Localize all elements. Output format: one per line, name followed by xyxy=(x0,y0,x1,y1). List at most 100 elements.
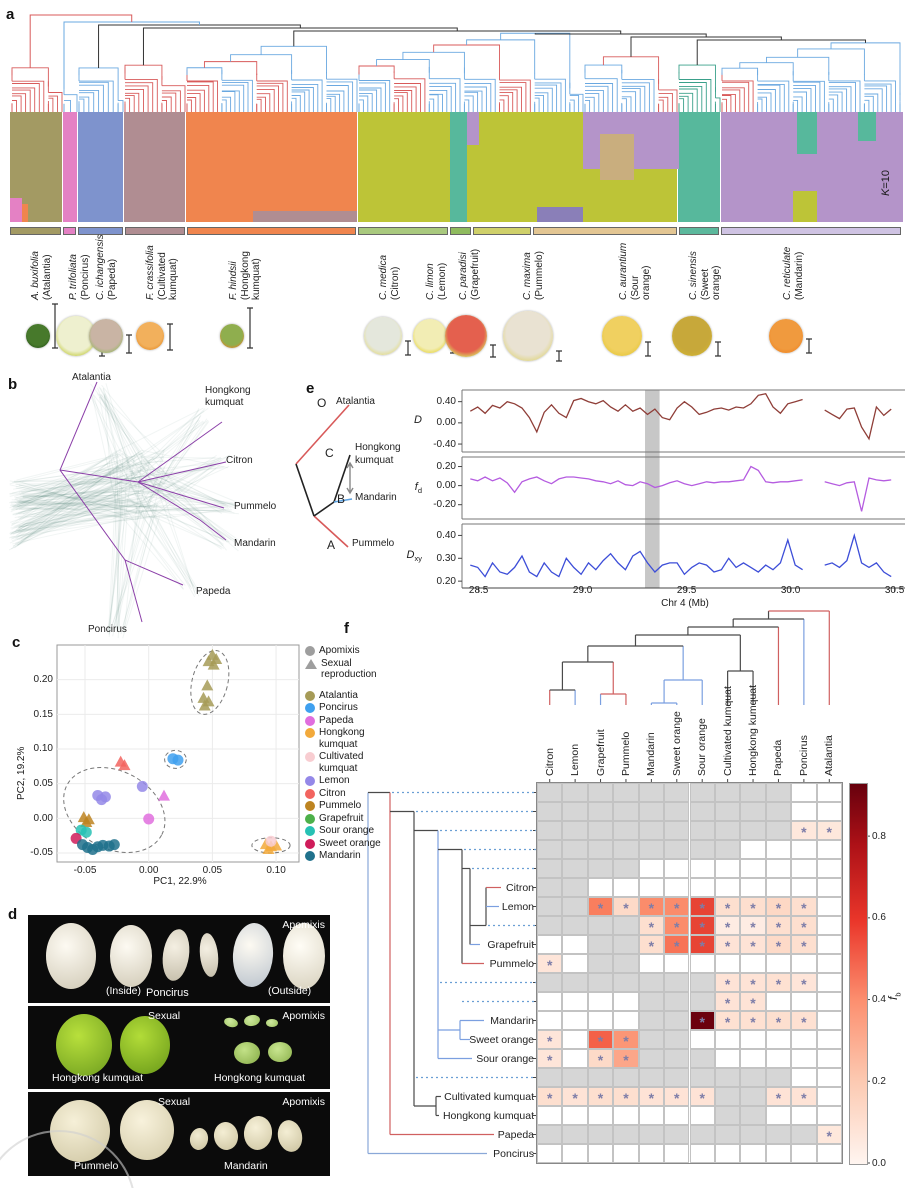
heatmap-cell xyxy=(613,1030,639,1049)
heatmap-cell xyxy=(587,992,614,1011)
tree-a-comb xyxy=(429,82,457,112)
group-strip-segment xyxy=(187,227,356,235)
heatmap-row-label: Mandarin xyxy=(490,1014,534,1027)
admixture-patch xyxy=(450,112,467,222)
densitree-cloud-line xyxy=(14,452,143,634)
tree-a-join xyxy=(797,48,865,75)
densitree-cloud-line xyxy=(13,410,205,490)
clade-taxon-label: Atalantia xyxy=(336,396,375,407)
tree-a-comb xyxy=(464,90,483,112)
heatmap-cell xyxy=(740,1144,766,1163)
legend-species-swatch xyxy=(305,788,315,799)
fruit-scale-bar xyxy=(556,350,562,362)
strip-name-label: Hongkong kumquat xyxy=(52,1072,144,1084)
legend-species-swatch xyxy=(305,851,315,861)
densitree-cloud-line xyxy=(10,393,137,513)
heatmap-cell xyxy=(664,992,690,1011)
heatmap-cell xyxy=(816,916,842,935)
heatmap-cell xyxy=(791,973,817,992)
tree-a-comb xyxy=(464,82,492,112)
legend-triangle-marker xyxy=(305,658,317,669)
heatmap-cell xyxy=(664,1049,690,1068)
fb-italic: f xyxy=(886,996,900,1000)
species-sci-name: F. crassifolia xyxy=(145,245,156,300)
heatmap-row-label: Papeda xyxy=(497,1128,534,1141)
legend-species-item: Hongkong kumquat xyxy=(305,727,395,750)
admixture-block xyxy=(63,112,77,222)
heatmap-cell xyxy=(638,1106,665,1125)
pca-frame xyxy=(56,644,300,863)
stat-sub: d xyxy=(417,486,422,496)
group-strip-segment xyxy=(450,227,471,235)
tree-a-comb xyxy=(326,78,358,112)
tree-a-comb xyxy=(757,84,781,112)
species-label: C. limon (Lemon) xyxy=(425,263,448,300)
tree-a-comb xyxy=(359,89,378,112)
densitree-cloud-line xyxy=(16,463,200,597)
heatmap-cell xyxy=(537,783,563,802)
group-strip-segment xyxy=(533,227,677,235)
tree-a-comb xyxy=(499,89,518,112)
heatmap-cell xyxy=(587,1049,614,1068)
scan-frame xyxy=(461,456,905,520)
heatmap-cell xyxy=(791,802,817,821)
pca-cluster-ellipse xyxy=(164,749,187,769)
tree-a-comb xyxy=(326,98,332,112)
heatmap-cell xyxy=(816,859,842,878)
heatmap-cell xyxy=(587,821,614,840)
heatmap-cell xyxy=(537,935,563,954)
tree-a-comb xyxy=(757,89,776,112)
densitree-cloud-line xyxy=(9,504,237,534)
tree-a-comb xyxy=(187,84,210,112)
pca-ytick-label: 0.20 xyxy=(33,674,53,686)
admixture-plot xyxy=(0,112,913,222)
tree-a-comb xyxy=(64,94,78,112)
species-label: C. medica (Citron) xyxy=(378,255,401,300)
scan-frame xyxy=(461,389,905,453)
tree-a-comb xyxy=(722,81,750,112)
heatmap-cell xyxy=(714,1087,741,1106)
densitree-cloud-line xyxy=(17,387,146,533)
heatmap-row-label: Sweet orange xyxy=(469,1033,534,1046)
densitree-cloud-line xyxy=(14,477,237,506)
densitree-taxon-label: kumquat xyxy=(205,397,244,408)
scan-ytick-label: 0.20 xyxy=(436,575,456,587)
heatmap-cell xyxy=(791,916,817,935)
group-strip-segment xyxy=(679,227,719,235)
densitree-cloud-line xyxy=(18,388,118,528)
heatmap-cell xyxy=(587,859,614,878)
densitree-cloud-line xyxy=(10,415,201,534)
heatmap-cell xyxy=(714,1068,741,1087)
tree-a-join xyxy=(124,64,163,80)
tree-a-comb xyxy=(12,93,27,112)
tree-a-comb xyxy=(326,90,345,112)
heatmap-cell xyxy=(791,1011,817,1030)
tree-a-comb xyxy=(585,78,618,112)
densitree-cloud-line xyxy=(17,505,224,518)
pca-ytick-label: 0.00 xyxy=(33,812,53,824)
scan-ytick-label: 0.00 xyxy=(436,417,456,429)
fruit-image xyxy=(672,316,712,356)
tree-a-comb xyxy=(187,97,197,112)
tree-a-comb xyxy=(864,85,888,112)
heatmap-cell xyxy=(740,954,766,973)
densitree-cloud-line xyxy=(18,476,224,545)
densitree-cloud-line xyxy=(22,465,223,515)
clade-tree-pummelo-edge xyxy=(313,515,349,548)
densitree-cloud-line xyxy=(9,383,146,495)
tree-a-comb xyxy=(48,92,63,112)
tree-a-comb xyxy=(125,95,135,112)
heatmap-cell xyxy=(689,1030,715,1049)
densitree-cloud-line xyxy=(10,509,224,529)
tree-a-comb xyxy=(429,89,448,112)
tree-a-comb xyxy=(757,83,785,112)
heatmap-cell xyxy=(638,1125,665,1144)
tree-a-comb xyxy=(679,82,707,112)
densitree-cloud-line xyxy=(11,499,158,626)
legend-species-item: Grapefruit xyxy=(305,813,395,825)
stat-italic: f xyxy=(414,481,418,493)
densitree-cloud-line xyxy=(17,509,233,532)
heatmap-cell xyxy=(638,1011,665,1030)
legend-species-swatch xyxy=(305,838,315,849)
significance-star: * xyxy=(750,995,756,1011)
